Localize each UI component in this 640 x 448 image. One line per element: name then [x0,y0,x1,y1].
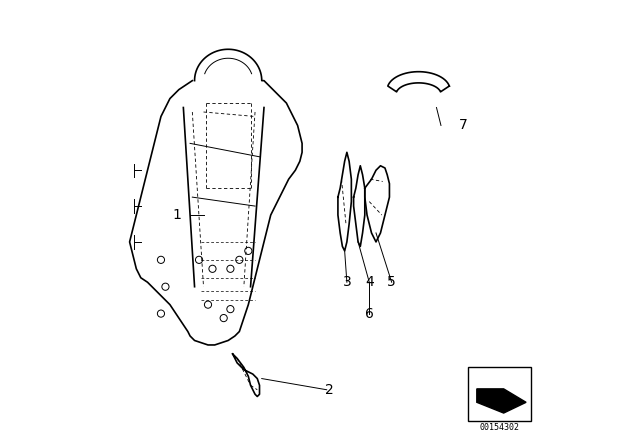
Text: 1: 1 [172,208,181,222]
Text: 6: 6 [365,306,374,321]
Polygon shape [477,389,526,413]
Text: 3: 3 [342,275,351,289]
Text: 5: 5 [387,275,396,289]
Text: 00154302: 00154302 [479,423,519,432]
Text: 2: 2 [324,383,333,397]
Text: 7: 7 [459,118,468,133]
Text: 4: 4 [365,275,374,289]
Bar [468,367,531,421]
